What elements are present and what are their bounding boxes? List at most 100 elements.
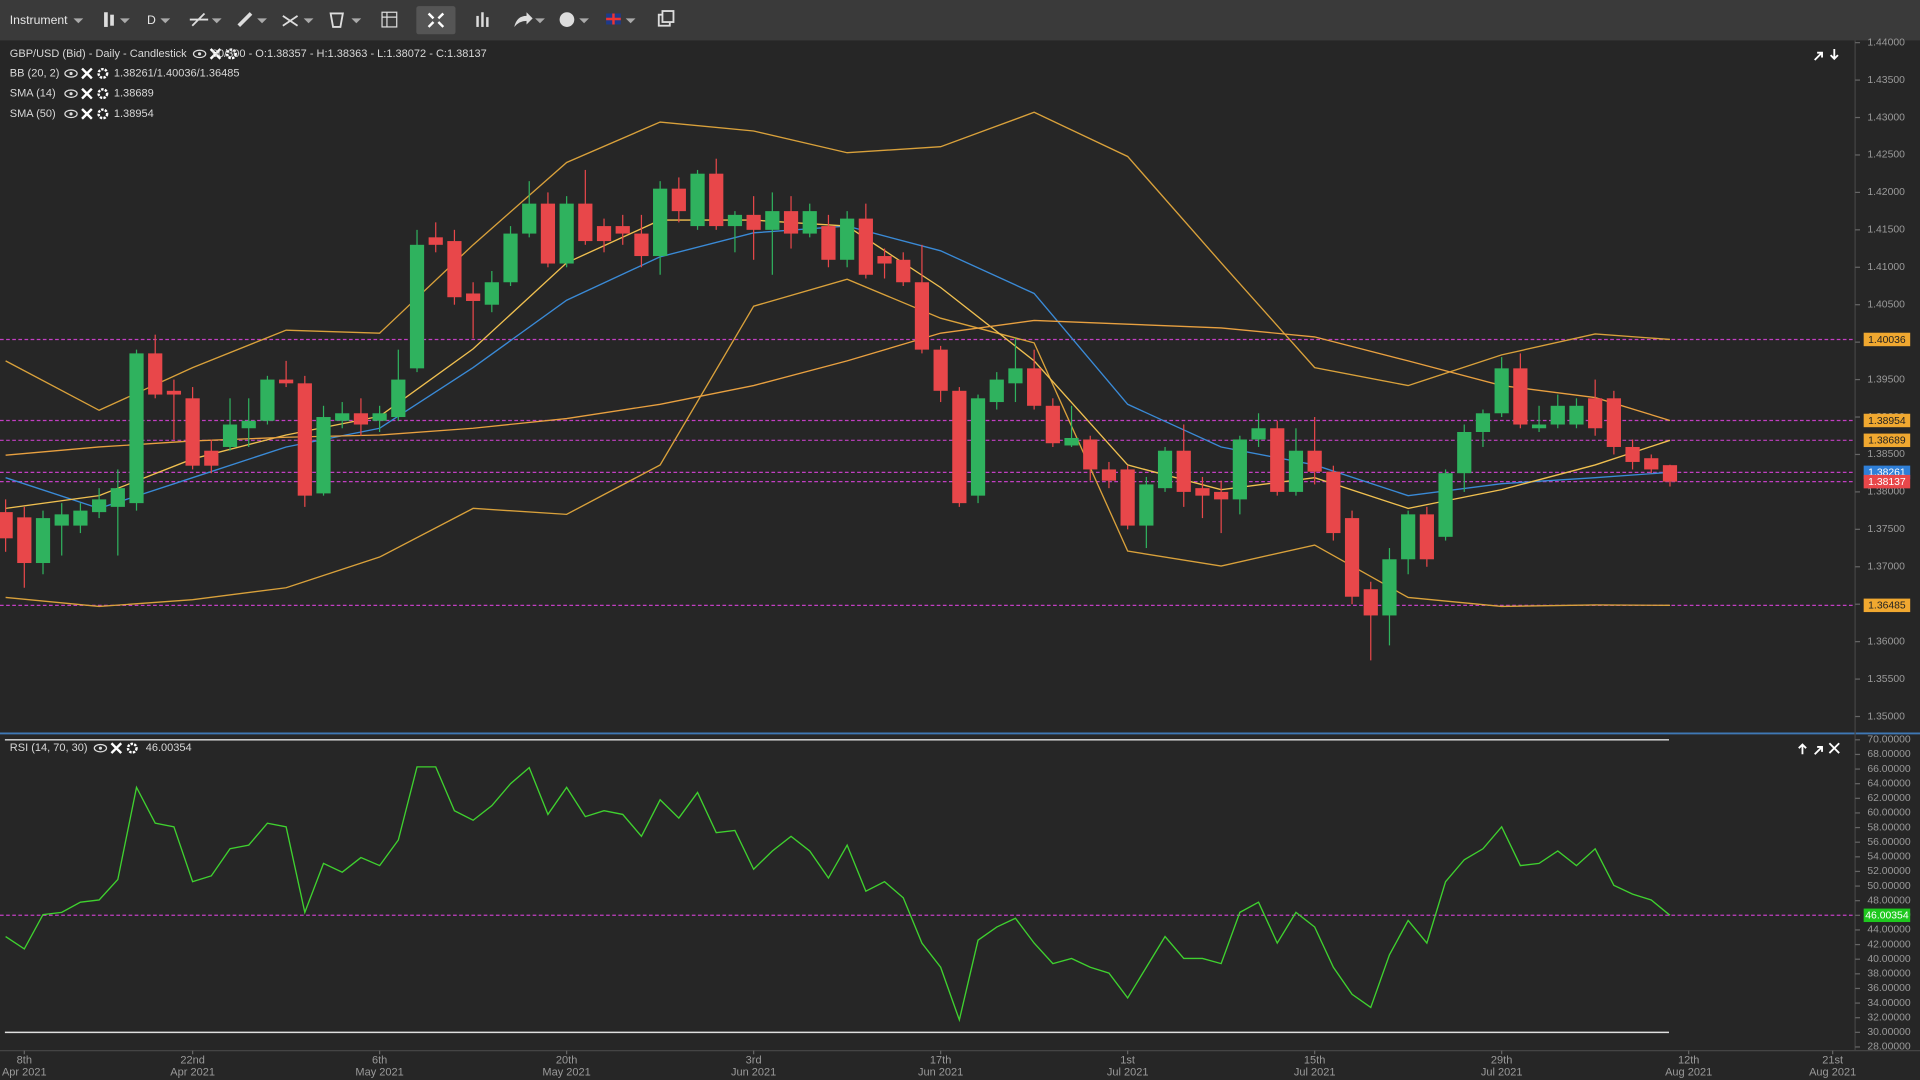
candle-body <box>1176 450 1191 492</box>
y-tick-label: 52.00000 <box>1867 866 1911 877</box>
indicators-button[interactable] <box>476 12 489 27</box>
candle-body <box>1270 428 1285 492</box>
candle-body <box>1569 405 1584 425</box>
price-tag-label: 1.38954 <box>1868 416 1906 427</box>
candle-body <box>1457 431 1472 474</box>
chart-title: RSI (14, 70, 30) <box>10 742 88 754</box>
x-tick-label: 29th <box>1491 1054 1512 1066</box>
x-tick-label: 3rd <box>746 1054 762 1066</box>
candle-body <box>1438 473 1453 537</box>
y-tick-label: 1.41500 <box>1867 225 1905 236</box>
y-tick-label: 42.00000 <box>1867 939 1911 950</box>
period-button[interactable]: D <box>147 13 171 27</box>
instrument-label[interactable]: Instrument <box>10 13 68 27</box>
y-tick-label: 1.37000 <box>1867 562 1905 573</box>
fit-button[interactable] <box>416 6 456 35</box>
language-button[interactable] <box>606 13 636 25</box>
settings-icon <box>97 67 109 79</box>
candle-body <box>1232 439 1247 500</box>
y-tick-label: 38.00000 <box>1867 969 1911 980</box>
chart-type-button[interactable] <box>104 12 130 27</box>
candle-body <box>1307 450 1322 472</box>
candle-body <box>1157 450 1173 489</box>
candle-body <box>559 203 574 264</box>
candle-body <box>1382 559 1397 616</box>
x-tick-month: Aug 2021 <box>1665 1067 1712 1079</box>
candle-body <box>391 379 406 418</box>
candle-body <box>222 424 238 447</box>
candle-body <box>727 214 743 227</box>
candle-body <box>1008 368 1023 384</box>
candle-body <box>0 512 13 539</box>
candle-body <box>316 417 331 494</box>
period-label[interactable]: D <box>147 13 156 27</box>
y-tick-label: 64.00000 <box>1867 778 1911 789</box>
line-tool-button[interactable] <box>189 12 222 27</box>
candle-body <box>54 514 69 526</box>
candle-body <box>1625 446 1640 462</box>
y-tick-label: 1.42000 <box>1867 187 1905 198</box>
remove-icon <box>209 48 222 60</box>
chart-title: GBP/USD (Bid) - Daily - Candlestick <box>10 48 187 60</box>
candle-body <box>1251 428 1266 440</box>
candle-body <box>73 510 88 526</box>
x-tick-month: May 2021 <box>355 1067 403 1079</box>
candle-body <box>615 226 630 234</box>
eye-icon <box>64 69 78 78</box>
candle-body <box>1195 488 1210 496</box>
legend-value: 1.38689 <box>114 88 154 100</box>
candle-body <box>1550 405 1565 425</box>
settings-icon <box>225 48 237 60</box>
candle-body <box>447 241 462 298</box>
candle-body <box>970 398 986 496</box>
x-tick-label: 8th <box>17 1054 32 1066</box>
share-button[interactable] <box>514 12 545 27</box>
window-button[interactable] <box>657 10 675 27</box>
candle-body <box>1606 398 1621 447</box>
x-tick-month: Apr 2021 <box>170 1067 215 1079</box>
candle-body <box>1662 465 1678 482</box>
candle-body <box>279 379 294 384</box>
theme-button[interactable] <box>559 12 589 27</box>
delete-button[interactable] <box>329 12 362 28</box>
rsi-panel-controls[interactable] <box>1798 742 1840 755</box>
candle-body <box>709 173 724 227</box>
indicator-line <box>5 319 1671 456</box>
x-tick-month: Jul 2021 <box>1294 1067 1336 1079</box>
candle-body <box>1344 518 1360 597</box>
y-tick-label: 1.42500 <box>1867 150 1905 161</box>
x-tick-label: 15th <box>1304 1054 1325 1066</box>
y-tick-label: 36.00000 <box>1867 983 1911 994</box>
candle-body <box>35 518 51 564</box>
remove-icon <box>81 108 93 120</box>
y-tick-label: 58.00000 <box>1867 822 1911 833</box>
candle-body <box>372 413 387 421</box>
legend-label: SMA (14) <box>10 88 56 100</box>
price-tag <box>1863 413 1911 428</box>
fib-button[interactable] <box>282 15 314 27</box>
candle-body <box>148 353 163 395</box>
candle-body <box>353 413 369 425</box>
candle-body <box>503 233 518 283</box>
candle-body <box>1214 491 1229 500</box>
instrument-button[interactable]: Instrument <box>10 13 84 27</box>
price-tag <box>1863 908 1911 923</box>
settings-icon <box>97 88 109 100</box>
ruler-button[interactable] <box>237 12 267 28</box>
layout-button[interactable] <box>381 11 398 28</box>
candle-body <box>690 173 705 227</box>
candle-body <box>1363 589 1378 616</box>
y-tick-label: 54.00000 <box>1867 852 1911 863</box>
candle-body <box>1120 469 1135 526</box>
indicator-line <box>5 111 1671 412</box>
candle-body <box>540 203 556 264</box>
candle-body <box>653 188 668 257</box>
price-tag <box>1863 433 1911 448</box>
price-panel-controls[interactable] <box>1814 48 1839 61</box>
y-tick-label: 44.00000 <box>1867 925 1911 936</box>
y-tick-label: 1.43000 <box>1867 112 1905 123</box>
y-tick-label: 62.00000 <box>1867 793 1911 804</box>
legend-value: 1.38261/1.40036/1.36485 <box>114 67 240 79</box>
